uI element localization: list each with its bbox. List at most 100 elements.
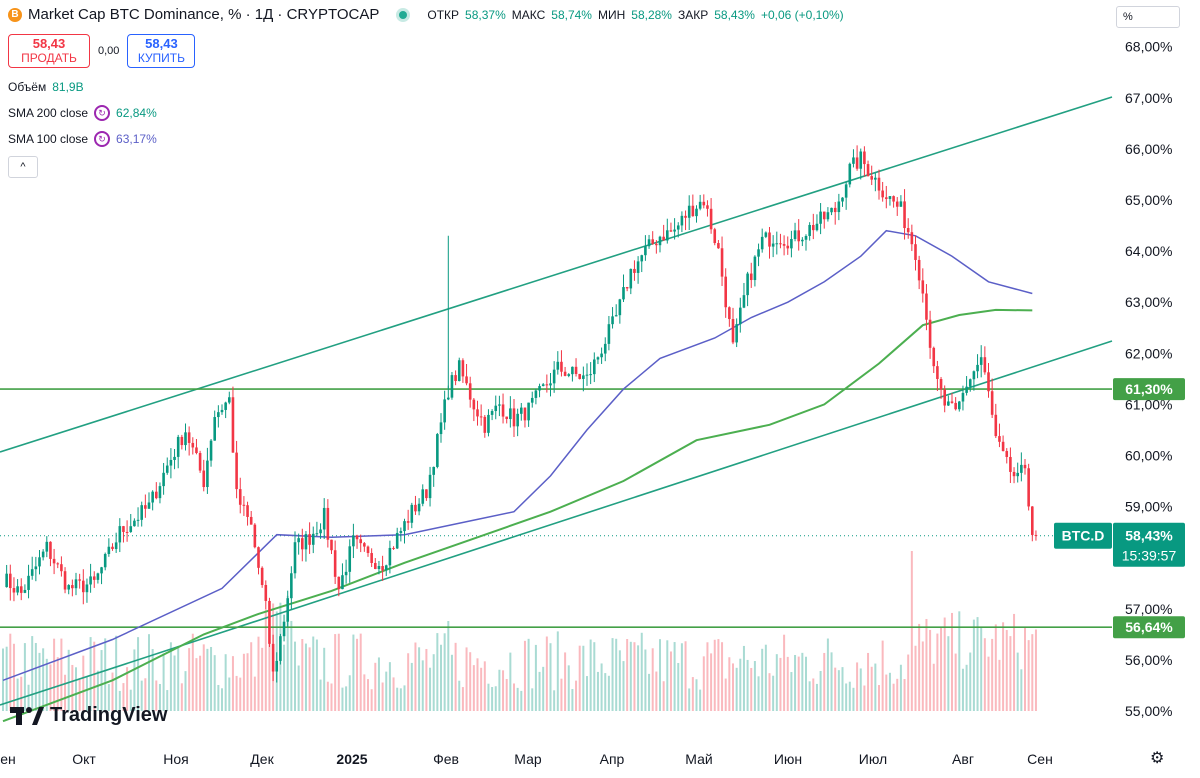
volume-bar (615, 638, 618, 711)
volume-bar (943, 617, 946, 711)
volume-bar (498, 669, 501, 711)
volume-bar (750, 667, 753, 711)
volume-bar (429, 667, 432, 711)
candle-body (647, 239, 651, 247)
candle-body (545, 384, 549, 386)
volume-bar (491, 687, 494, 711)
candle-body (574, 366, 578, 374)
candle-body (567, 374, 571, 376)
candle-body (691, 205, 695, 217)
volume-bar (283, 644, 286, 711)
candle-body (961, 392, 965, 402)
refresh-icon[interactable]: ↻ (94, 131, 111, 147)
x-tick-label: 2025 (336, 751, 367, 767)
volume-bar (465, 647, 468, 711)
candle-body (782, 244, 786, 246)
sma100-legend[interactable]: SMA 100 close ↻ 63,17% (8, 131, 157, 147)
candle-body (23, 589, 27, 593)
x-tick-label: Дек (250, 751, 274, 767)
candle-body (384, 565, 388, 571)
candle-body (217, 412, 220, 418)
candle-body (589, 374, 592, 376)
candle-body (264, 584, 268, 601)
candle-body (406, 521, 410, 523)
volume-bar (1020, 669, 1023, 711)
close-label: ЗАКР (677, 7, 709, 22)
volume-bar (534, 644, 537, 711)
tradingview-icon (10, 706, 44, 725)
volume-bar (264, 609, 267, 711)
candle-body (220, 409, 224, 413)
candle-body (118, 526, 122, 543)
collapse-legend-button[interactable]: ^ (8, 156, 38, 178)
candle-body (326, 507, 330, 540)
symbol-tag-label: BTC.D (1062, 528, 1105, 544)
scale-mode-button[interactable]: % (1116, 6, 1180, 28)
y-tick-label: 64,00% (1125, 243, 1172, 259)
candle-body (549, 383, 552, 386)
x-tick-label: Май (685, 751, 712, 767)
price-tag (1113, 522, 1185, 567)
candle-body (877, 177, 881, 191)
volume-bar (593, 642, 596, 711)
volume-bar (976, 617, 979, 711)
volume-bar (728, 657, 731, 711)
candle-body (512, 408, 516, 427)
tradingview-logo[interactable]: TradingView (10, 704, 167, 727)
settings-icon[interactable]: ⚙ (1150, 750, 1165, 767)
volume-bar (345, 686, 348, 711)
candle-body (629, 268, 633, 289)
candle-body (231, 397, 235, 453)
volume-bar (699, 689, 702, 711)
candle-body (421, 489, 425, 504)
volume-bar (637, 645, 640, 711)
volume-bar (122, 683, 125, 711)
volume-bar (213, 655, 216, 711)
volume-bar (151, 649, 154, 711)
candle-body (914, 244, 917, 260)
sma200-legend[interactable]: SMA 200 close ↻ 62,84% (8, 105, 157, 121)
volume-bar (447, 621, 450, 711)
candle-body (439, 422, 443, 435)
candle-body (538, 386, 541, 391)
volume-bar (60, 638, 63, 711)
volume-bar (246, 653, 249, 711)
candle-body (928, 319, 932, 348)
candle-body (976, 364, 979, 372)
candle-body (158, 486, 162, 499)
candle-body (450, 375, 454, 398)
candle-body (275, 660, 279, 672)
volume-bar (348, 675, 351, 711)
volume-bar (724, 678, 727, 711)
volume-bar (67, 649, 70, 711)
candle-body (676, 225, 680, 230)
volume-bar (775, 654, 778, 711)
volume-legend[interactable]: Объём 81,9B (8, 80, 84, 94)
refresh-icon[interactable]: ↻ (94, 105, 111, 121)
candle-body (552, 369, 556, 384)
sell-label: ПРОДАТЬ (21, 51, 77, 65)
volume-label: Объём (8, 80, 47, 94)
buy-button[interactable]: 58,43 КУПИТЬ (127, 34, 196, 68)
candle-body (509, 408, 512, 420)
sell-button[interactable]: 58,43 ПРОДАТЬ (8, 34, 90, 68)
candle-body (187, 432, 191, 443)
volume-bar (710, 653, 713, 711)
candle-body (125, 531, 129, 533)
volume-bar (797, 656, 800, 711)
candle-body (680, 215, 684, 226)
candle-body (622, 287, 625, 300)
volume-bar (461, 687, 464, 711)
candle-body (96, 573, 100, 580)
volume-bar (9, 633, 12, 711)
volume-bar (410, 662, 413, 711)
candle-body (702, 201, 706, 206)
symbol-title[interactable]: Market Cap BTC Dominance, % · 1Д · CRYPT… (28, 6, 380, 23)
volume-bar (761, 648, 764, 711)
volume-bar (454, 642, 457, 711)
volume-bar (261, 647, 264, 711)
candle-body (180, 436, 184, 446)
volume-bar (746, 659, 749, 711)
y-tick-label: 55,00% (1125, 703, 1172, 719)
